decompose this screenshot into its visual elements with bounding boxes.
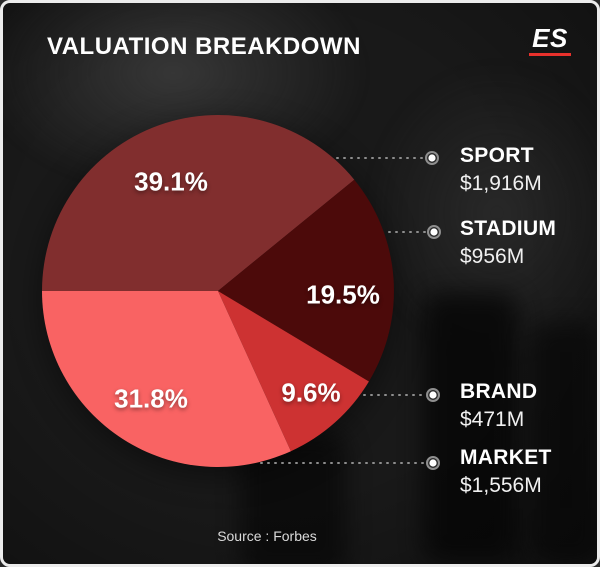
pie-chart (42, 115, 441, 470)
pie-slice-brand (218, 291, 369, 452)
slice-percent-market: 31.8% (114, 383, 188, 414)
pie-slices (42, 115, 394, 468)
page-title: VALUATION BREAKDOWN (47, 33, 361, 60)
legend-label-sport: SPORT (460, 144, 534, 167)
pie-slice-market (42, 291, 291, 468)
legend-label-market: MARKET (460, 446, 552, 469)
background-shape (531, 323, 597, 563)
legend-value-brand: $471M (460, 408, 525, 431)
brand-logo-text: ES (532, 23, 568, 53)
legend-item-brand: BRAND $471M (460, 380, 537, 432)
legend-label-stadium: STADIUM (460, 217, 557, 240)
pie-slice-sport (42, 115, 355, 292)
legend-value-stadium: $956M (460, 245, 525, 268)
brand-logo-underline (529, 53, 571, 56)
bullet-market (426, 456, 440, 470)
legend-value-sport: $1,916M (460, 172, 542, 195)
source-credit: Source : Forbes (217, 528, 317, 544)
bullet-stadium (427, 225, 441, 239)
brand-logo: ES (529, 25, 571, 56)
legend-item-sport: SPORT $1,916M (460, 144, 542, 196)
pie-slice-stadium (218, 179, 394, 382)
background-shape (423, 293, 518, 563)
slice-percent-stadium: 19.5% (306, 279, 380, 310)
legend-value-market: $1,556M (460, 474, 542, 497)
legend-label-brand: BRAND (460, 380, 538, 403)
bullet-brand (426, 388, 440, 402)
bullet-sport (425, 151, 439, 165)
legend-item-market: MARKET $1,556M (460, 446, 552, 498)
legend-item-stadium: STADIUM $956M (460, 217, 556, 269)
slice-percent-brand: 9.6% (281, 377, 341, 408)
slice-percent-sport: 39.1% (134, 166, 208, 197)
